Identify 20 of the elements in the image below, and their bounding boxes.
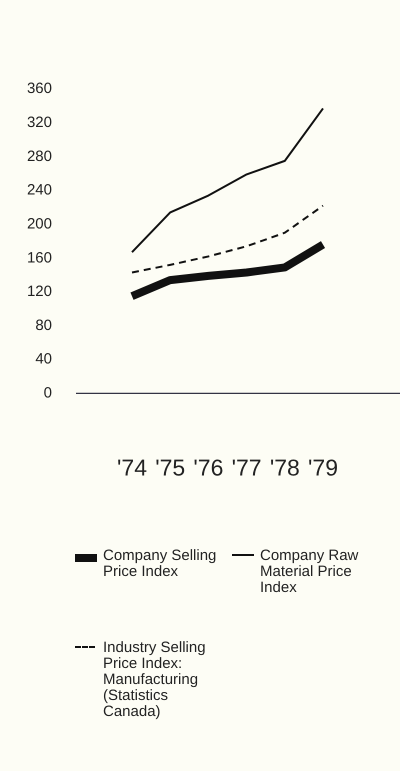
line-series [131,204,324,274]
y-tick-label: 80 [35,316,52,334]
y-tick-label: 280 [26,148,52,165]
x-tick-label: '78 [270,454,300,481]
y-tick-label: 200 [26,215,52,232]
x-tick-label: '77 [232,454,262,481]
x-tick-label: '74 [117,454,148,481]
legend-label: Company Raw Material Price Index [260,547,360,596]
y-tick-label: 360 [26,80,52,98]
y-tick-label: 40 [35,350,52,368]
x-tick-label: '76 [193,454,224,481]
y-tick-label: 240 [26,182,52,199]
x-tick-label: '75 [155,454,186,481]
legend-label: Industry Selling Price Index: Manufacturing (Statistics Canada) [103,639,207,720]
y-tick-label: 0 [44,384,52,402]
y-tick-label: 320 [26,114,52,131]
y-tick-label: 120 [26,283,52,300]
y-tick-label: 160 [26,249,52,266]
legend-label: Company Selling Price Index [103,547,218,580]
x-tick-label: '79 [308,454,338,481]
